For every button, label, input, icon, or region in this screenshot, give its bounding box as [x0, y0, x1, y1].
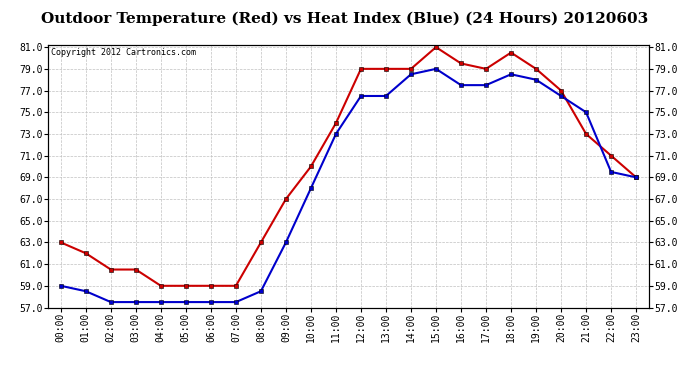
Text: Outdoor Temperature (Red) vs Heat Index (Blue) (24 Hours) 20120603: Outdoor Temperature (Red) vs Heat Index … — [41, 11, 649, 26]
Text: Copyright 2012 Cartronics.com: Copyright 2012 Cartronics.com — [51, 48, 196, 57]
